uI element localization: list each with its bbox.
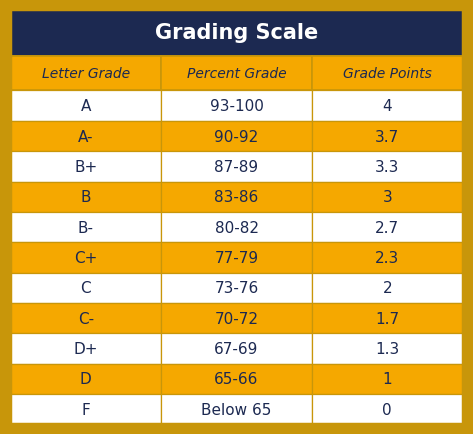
FancyBboxPatch shape: [161, 212, 312, 243]
FancyBboxPatch shape: [312, 394, 463, 424]
FancyBboxPatch shape: [161, 394, 312, 424]
FancyBboxPatch shape: [10, 212, 161, 243]
FancyBboxPatch shape: [312, 303, 463, 334]
Text: B: B: [80, 190, 91, 205]
FancyBboxPatch shape: [161, 182, 312, 212]
FancyBboxPatch shape: [312, 243, 463, 273]
FancyBboxPatch shape: [10, 364, 161, 394]
FancyBboxPatch shape: [161, 91, 312, 122]
FancyBboxPatch shape: [161, 334, 312, 364]
Text: 77-79: 77-79: [214, 250, 259, 265]
Text: 2: 2: [383, 281, 392, 296]
FancyBboxPatch shape: [312, 152, 463, 182]
FancyBboxPatch shape: [10, 152, 161, 182]
Text: 93-100: 93-100: [210, 99, 263, 114]
FancyBboxPatch shape: [161, 57, 312, 91]
Text: Grading Scale: Grading Scale: [155, 23, 318, 43]
FancyBboxPatch shape: [10, 394, 161, 424]
FancyBboxPatch shape: [312, 182, 463, 212]
FancyBboxPatch shape: [312, 122, 463, 152]
Text: 70-72: 70-72: [214, 311, 259, 326]
Text: A: A: [80, 99, 91, 114]
Text: Percent Grade: Percent Grade: [187, 67, 286, 81]
FancyBboxPatch shape: [312, 273, 463, 303]
Text: B-: B-: [78, 220, 94, 235]
FancyBboxPatch shape: [10, 334, 161, 364]
Text: A-: A-: [78, 129, 94, 144]
Text: F: F: [81, 402, 90, 417]
FancyBboxPatch shape: [10, 91, 161, 122]
FancyBboxPatch shape: [10, 243, 161, 273]
Text: 67-69: 67-69: [214, 341, 259, 356]
FancyBboxPatch shape: [10, 273, 161, 303]
Text: C: C: [80, 281, 91, 296]
Text: C-: C-: [78, 311, 94, 326]
Text: 87-89: 87-89: [214, 160, 259, 174]
Text: 90-92: 90-92: [214, 129, 259, 144]
Text: Below 65: Below 65: [201, 402, 272, 417]
FancyBboxPatch shape: [161, 273, 312, 303]
Text: 1.7: 1.7: [375, 311, 399, 326]
Text: 83-86: 83-86: [214, 190, 259, 205]
FancyBboxPatch shape: [312, 91, 463, 122]
Text: 1: 1: [383, 372, 392, 387]
Text: B+: B+: [74, 160, 97, 174]
FancyBboxPatch shape: [10, 57, 161, 91]
FancyBboxPatch shape: [10, 182, 161, 212]
Text: C+: C+: [74, 250, 97, 265]
FancyBboxPatch shape: [312, 364, 463, 394]
FancyBboxPatch shape: [312, 334, 463, 364]
Text: 3: 3: [383, 190, 392, 205]
Text: 73-76: 73-76: [214, 281, 259, 296]
FancyBboxPatch shape: [161, 152, 312, 182]
FancyBboxPatch shape: [161, 243, 312, 273]
Text: 1.3: 1.3: [375, 341, 399, 356]
FancyBboxPatch shape: [10, 10, 463, 57]
Text: 4: 4: [383, 99, 392, 114]
FancyBboxPatch shape: [161, 303, 312, 334]
Text: D+: D+: [73, 341, 98, 356]
FancyBboxPatch shape: [10, 122, 161, 152]
Text: 3.3: 3.3: [375, 160, 400, 174]
Text: D: D: [80, 372, 92, 387]
Text: 2.7: 2.7: [375, 220, 399, 235]
Text: Letter Grade: Letter Grade: [42, 67, 130, 81]
Text: 3.7: 3.7: [375, 129, 399, 144]
FancyBboxPatch shape: [161, 364, 312, 394]
Text: 2.3: 2.3: [375, 250, 399, 265]
Text: 65-66: 65-66: [214, 372, 259, 387]
FancyBboxPatch shape: [161, 122, 312, 152]
Text: 80-82: 80-82: [214, 220, 259, 235]
Text: Grade Points: Grade Points: [343, 67, 432, 81]
FancyBboxPatch shape: [312, 212, 463, 243]
Text: 0: 0: [383, 402, 392, 417]
FancyBboxPatch shape: [10, 303, 161, 334]
FancyBboxPatch shape: [312, 57, 463, 91]
